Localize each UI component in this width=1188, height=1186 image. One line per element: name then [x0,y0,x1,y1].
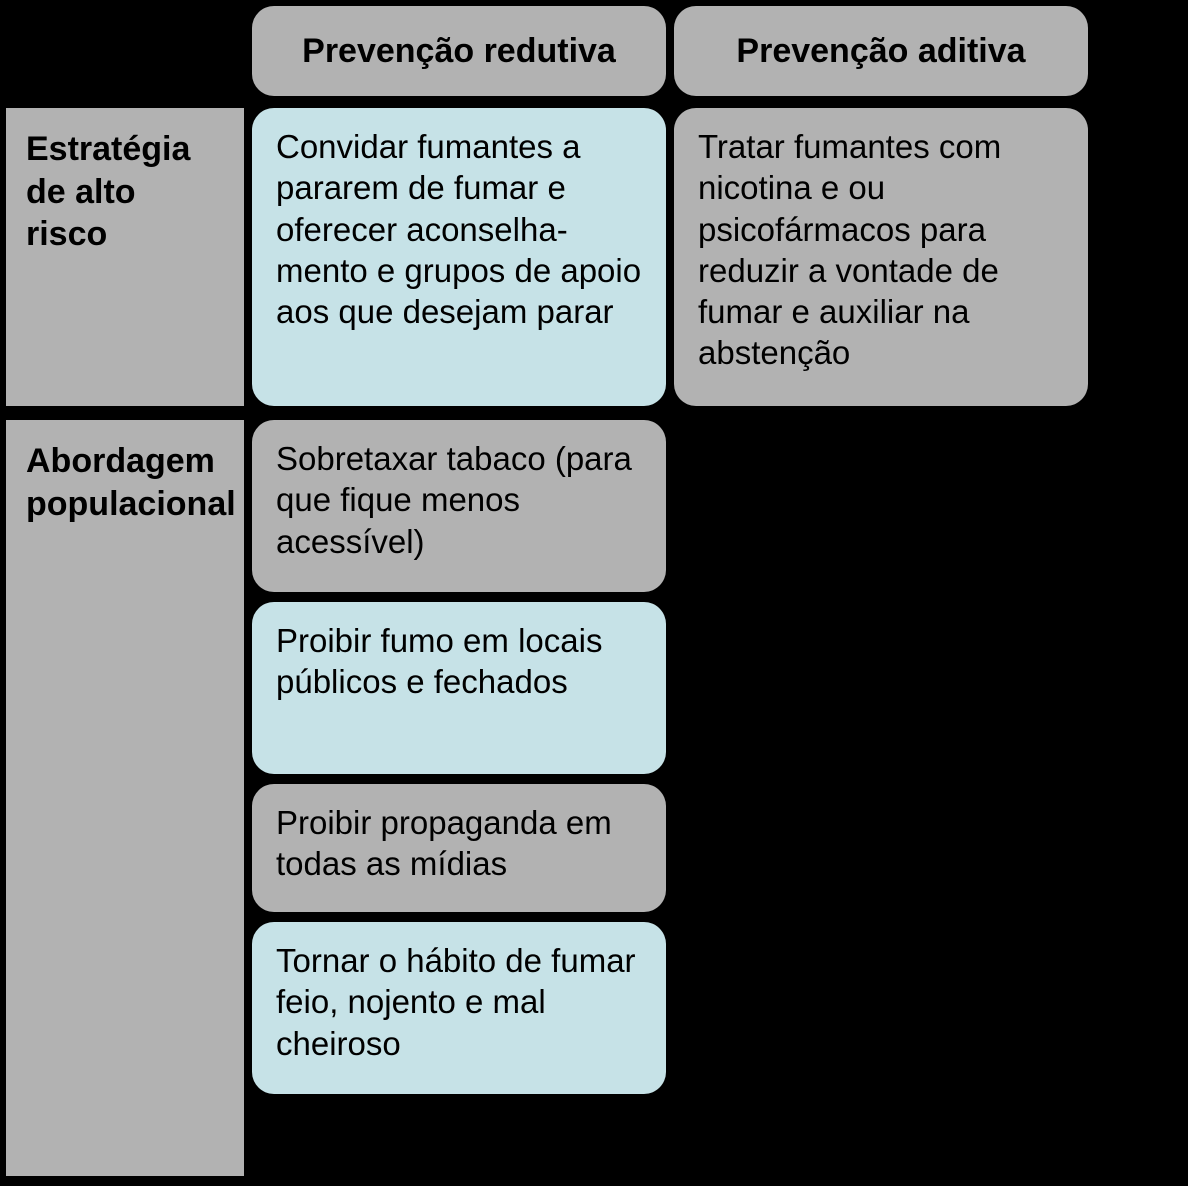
cell-populacional-proibir-propaganda: Proibir propaganda em todas as mídias [252,784,666,912]
column-header-label: Prevenção aditiva [736,30,1025,73]
column-header-redutiva: Prevenção redutiva [252,6,666,96]
cell-populacional-sobretaxar: Sobretaxar tabaco (para que fique menos … [252,420,666,592]
column-header-label: Prevenção redutiva [302,30,616,73]
cell-text: Proibir fumo em locais públicos e fechad… [276,622,602,700]
row-header-label: Estratégia de alto risco [26,130,190,253]
cell-populacional-tornar-habito: Tornar o hábito de fumar feio, nojento e… [252,922,666,1094]
cell-text: Convidar fumantes a pararem de fumar e o… [276,128,641,330]
row-header-populacional: Abordagem populacional [6,420,244,1176]
cell-text: Proibir propaganda em todas as mídias [276,804,612,882]
cell-populacional-proibir-fumo: Proibir fumo em locais públicos e fechad… [252,602,666,774]
cell-alto-risco-redutiva: Convidar fumantes a pararem de fumar e o… [252,108,666,406]
cell-text: Tratar fumantes com nicotina e ou psicof… [698,128,1001,371]
cell-text: Sobretaxar tabaco (para que fique menos … [276,440,632,560]
column-header-aditiva: Prevenção aditiva [674,6,1088,96]
cell-alto-risco-aditiva: Tratar fumantes com nicotina e ou psicof… [674,108,1088,406]
row-header-alto-risco: Estratégia de alto risco [6,108,244,406]
row-header-label: Abordagem populacional [26,442,236,523]
cell-text: Tornar o hábito de fumar feio, nojento e… [276,942,636,1062]
